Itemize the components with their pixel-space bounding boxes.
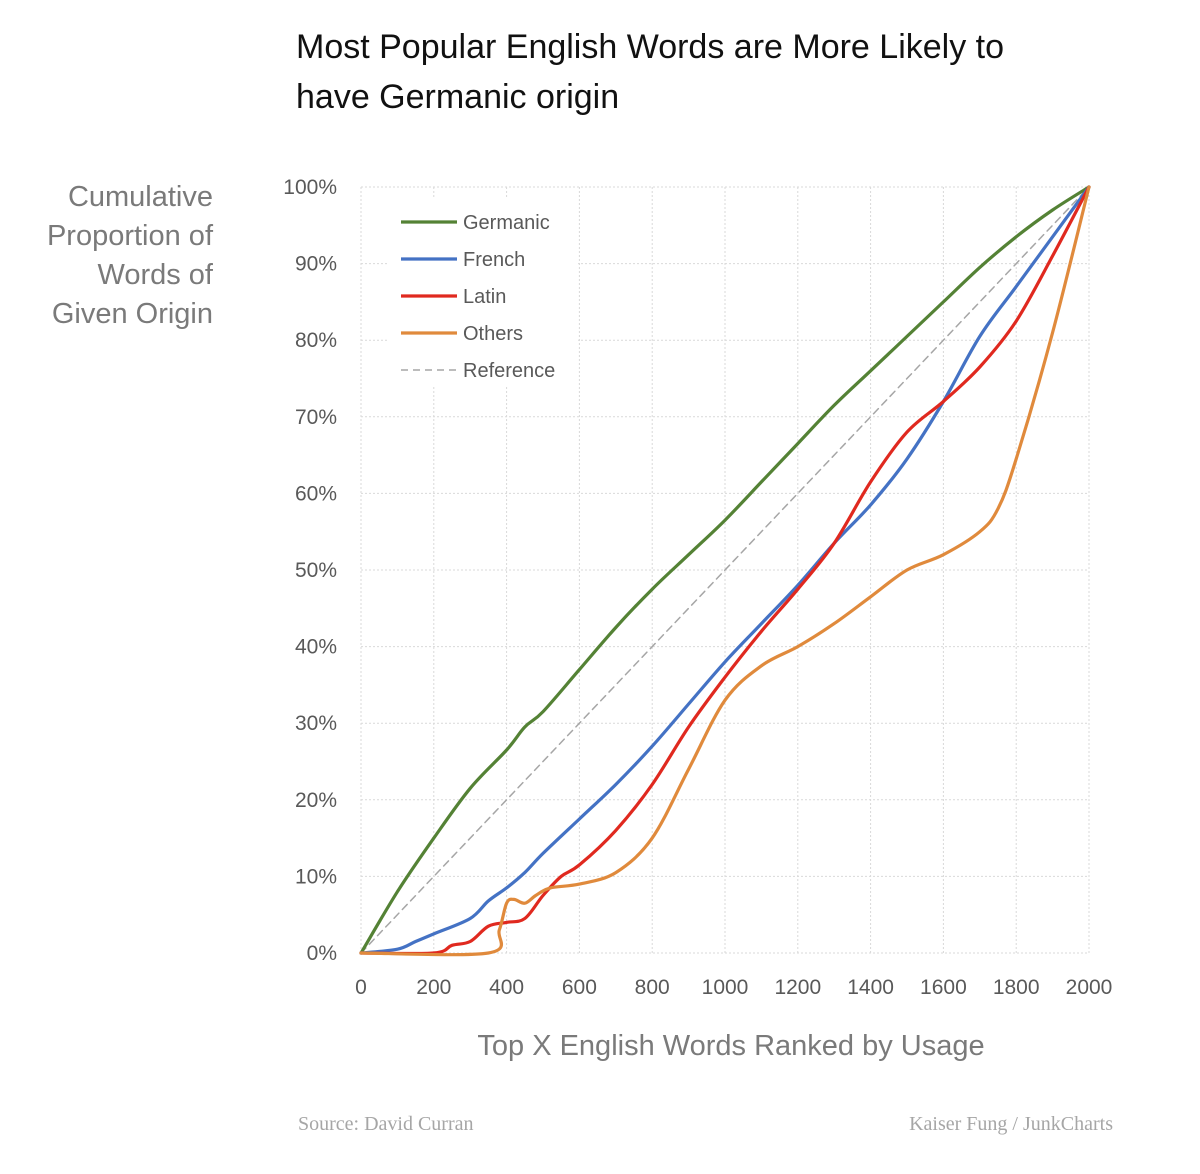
- legend-label-reference: Reference: [463, 360, 555, 382]
- x-tick-label: 2000: [1066, 976, 1113, 999]
- y-axis-label: Cumulative Proportion of Words of Given …: [47, 181, 214, 330]
- x-tick-label: 1600: [920, 976, 967, 999]
- x-tick-label: 1800: [993, 976, 1040, 999]
- y-tick-label: 0%: [307, 942, 337, 965]
- x-tick-label: 800: [635, 976, 670, 999]
- y-tick-label: 50%: [295, 559, 337, 582]
- y-tick-label: 90%: [295, 253, 337, 276]
- y-axis-label-line-1: Cumulative: [68, 181, 213, 213]
- legend-label-french: French: [463, 249, 525, 271]
- x-axis-label: Top X English Words Ranked by Usage: [477, 1030, 984, 1062]
- x-tick-label: 1200: [774, 976, 821, 999]
- y-tick-label: 100%: [283, 176, 337, 199]
- x-tick-label: 1400: [847, 976, 894, 999]
- y-tick-label: 10%: [295, 865, 337, 888]
- legend-label-others: Others: [463, 323, 523, 345]
- x-tick-label: 0: [355, 976, 367, 999]
- y-tick-label: 60%: [295, 482, 337, 505]
- legend-label-germanic: Germanic: [463, 212, 550, 234]
- x-tick-label: 200: [416, 976, 451, 999]
- legend-background: [388, 198, 578, 386]
- y-tick-label: 80%: [295, 329, 337, 352]
- chart-title: Most Popular English Words are More Like…: [296, 28, 1004, 116]
- series-line-others: [359, 185, 1091, 957]
- x-tick-label: 400: [489, 976, 524, 999]
- y-tick-label: 20%: [295, 789, 337, 812]
- chart-title-line-2: have Germanic origin: [296, 78, 619, 116]
- x-tick-label: 600: [562, 976, 597, 999]
- chart-title-line-1: Most Popular English Words are More Like…: [296, 28, 1004, 66]
- legend-label-latin: Latin: [463, 286, 506, 308]
- y-tick-labels: 0% 10% 20% 30% 40% 50% 60% 70% 80% 90% 100%: [283, 176, 337, 965]
- y-tick-label: 40%: [295, 636, 337, 659]
- series-line-germanic: [359, 185, 1091, 955]
- x-tick-label: 1000: [702, 976, 749, 999]
- y-tick-label: 70%: [295, 406, 337, 429]
- y-axis-label-line-3: Words of: [97, 259, 213, 291]
- author-credit: Kaiser Fung / JunkCharts: [909, 1113, 1113, 1135]
- x-tick-labels: 0 200 400 600 800 1000 1200 1400 1600 1800 2000: [355, 976, 1112, 999]
- y-axis-label-line-2: Proportion of: [47, 220, 214, 252]
- series-line-latin: [359, 185, 1091, 956]
- series-line-reference: [360, 186, 1090, 954]
- series-line-french: [359, 185, 1091, 955]
- y-axis-label-line-4: Given Origin: [52, 298, 213, 330]
- series-lines: [359, 185, 1091, 957]
- legend: Germanic French Latin Others Reference: [388, 198, 578, 386]
- y-tick-label: 30%: [295, 712, 337, 735]
- source-note: Source: David Curran: [298, 1113, 474, 1135]
